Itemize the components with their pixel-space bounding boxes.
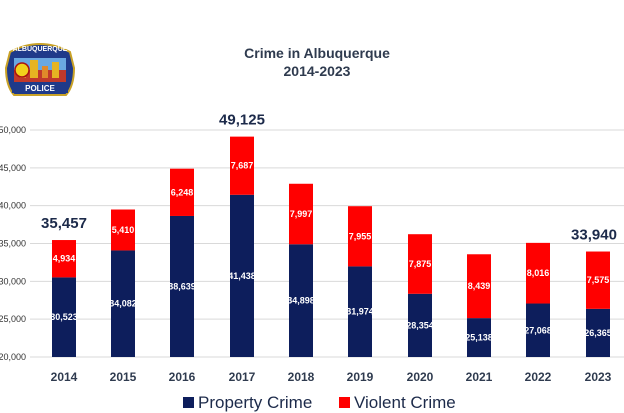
total-annotations: 35,457 49,125 33,940 xyxy=(41,112,617,244)
bar-violent-2022 xyxy=(526,242,550,304)
label-violent-2015: 5,410 xyxy=(112,225,135,235)
legend-swatch-property xyxy=(183,397,194,408)
bar-violent-2015 xyxy=(111,209,135,251)
bar-property-2021 xyxy=(467,318,491,357)
label-property-2014: 30,523 xyxy=(50,312,78,322)
bar-property-2016 xyxy=(170,215,194,357)
police-badge-logo: ALBUQUERQUE POLICE xyxy=(4,43,76,96)
label-property-2016: 38,639 xyxy=(168,281,196,291)
label-violent-2016: 6,248 xyxy=(171,187,194,197)
y-tick-label: 30,000 xyxy=(0,276,26,286)
bar-violent-2021 xyxy=(467,254,491,319)
x-tick-label-2021: 2021 xyxy=(466,370,493,384)
bar-violent-2018 xyxy=(289,183,313,245)
label-violent-2021: 8,439 xyxy=(468,281,491,291)
label-property-2020: 28,354 xyxy=(406,320,434,330)
x-tick-label-2015: 2015 xyxy=(110,370,137,384)
bar-property-2019 xyxy=(348,266,372,357)
x-tick-label-2017: 2017 xyxy=(229,370,256,384)
chart-subtitle: 2014-2023 xyxy=(284,63,351,79)
label-violent-2020: 7,875 xyxy=(409,259,432,269)
y-tick-label: 50,000 xyxy=(0,125,26,135)
label-violent-2019: 7,955 xyxy=(349,231,372,241)
chart-title: Crime in Albuquerque xyxy=(244,45,390,61)
total-annotation-2023: 33,940 xyxy=(571,227,617,244)
bar-property-2014 xyxy=(52,277,76,357)
bar-violent-2023 xyxy=(586,251,610,309)
bar-violent-2016 xyxy=(170,168,194,216)
bar-property-2015 xyxy=(111,250,135,357)
x-tick-label-2019: 2019 xyxy=(347,370,374,384)
bars: 30,523 4,934 34,082 5,410 38,639 6,248 41,438 7… xyxy=(50,136,612,357)
bar-property-2018 xyxy=(289,244,313,357)
label-property-2021: 25,138 xyxy=(465,333,493,343)
x-tick-label-2020: 2020 xyxy=(407,370,434,384)
bar-property-2023 xyxy=(586,308,610,357)
x-tick-label-2022: 2022 xyxy=(525,370,552,384)
label-violent-2022: 8,016 xyxy=(527,268,550,278)
y-tick-label: 40,000 xyxy=(0,201,26,211)
y-tick-label: 20,000 xyxy=(0,352,26,362)
x-axis: 2014 2015 2016 2017 2018 2019 2020 2021 2022 2023 xyxy=(51,370,612,384)
label-property-2017: 41,438 xyxy=(228,271,256,281)
y-tick-label: 25,000 xyxy=(0,314,26,324)
label-property-2018: 34,898 xyxy=(287,296,315,306)
y-tick-label: 45,000 xyxy=(0,163,26,173)
legend: Property Crime Violent Crime xyxy=(183,393,456,412)
label-violent-2023: 7,575 xyxy=(587,275,610,285)
label-violent-2018: 7,997 xyxy=(290,209,313,219)
y-tick-label: 35,000 xyxy=(0,239,26,249)
label-violent-2017: 7,687 xyxy=(231,161,254,171)
x-tick-label-2014: 2014 xyxy=(51,370,78,384)
label-property-2015: 34,082 xyxy=(109,299,137,309)
total-annotation-2014: 35,457 xyxy=(41,215,87,232)
bar-property-2022 xyxy=(526,303,550,357)
legend-label-property: Property Crime xyxy=(198,393,312,412)
badge-bottom-text: POLICE xyxy=(25,84,55,93)
label-property-2022: 27,068 xyxy=(524,325,552,335)
legend-swatch-violent xyxy=(339,397,350,408)
bar-property-2017 xyxy=(230,194,254,357)
bar-violent-2017 xyxy=(230,136,254,195)
x-tick-label-2018: 2018 xyxy=(288,370,315,384)
bar-property-2020 xyxy=(408,293,432,357)
label-violent-2014: 4,934 xyxy=(53,254,76,264)
y-axis: 20,000 25,000 30,000 35,000 40,000 45,000 50,0… xyxy=(0,125,26,362)
x-tick-label-2023: 2023 xyxy=(585,370,612,384)
x-tick-label-2016: 2016 xyxy=(169,370,196,384)
bar-violent-2020 xyxy=(408,234,432,294)
legend-label-violent: Violent Crime xyxy=(354,393,456,412)
bar-violent-2019 xyxy=(348,206,372,267)
total-annotation-2017: 49,125 xyxy=(219,112,265,129)
badge-top-text: ALBUQUERQUE xyxy=(13,46,68,53)
label-property-2023: 26,365 xyxy=(584,328,612,338)
label-property-2019: 31,974 xyxy=(346,307,374,317)
bar-violent-2014 xyxy=(52,240,76,278)
